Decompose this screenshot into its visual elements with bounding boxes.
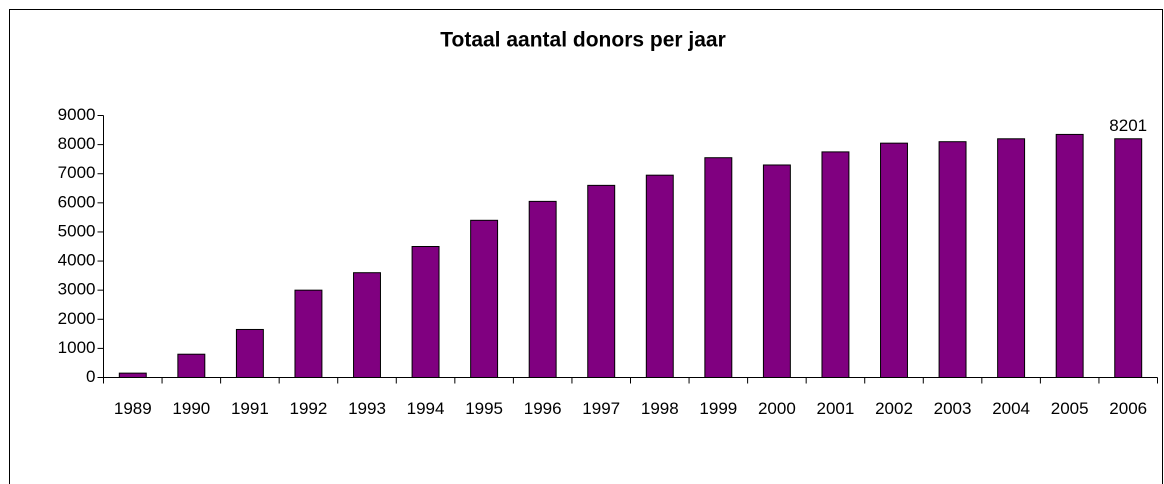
bar bbox=[997, 138, 1026, 378]
x-tick-label: 1999 bbox=[699, 399, 737, 418]
bar bbox=[235, 328, 264, 379]
y-tick-label: 5000 bbox=[58, 221, 96, 240]
x-tick-label: 2004 bbox=[992, 399, 1030, 418]
x-tick-label: 2001 bbox=[817, 399, 855, 418]
x-tick-label: 2002 bbox=[875, 399, 913, 418]
bar bbox=[704, 157, 733, 378]
chart-title: Totaal aantal donors per jaar bbox=[440, 29, 726, 52]
x-tick-label: 1997 bbox=[582, 399, 620, 418]
bar bbox=[821, 151, 850, 378]
bar bbox=[938, 141, 967, 378]
x-tick-label: 1989 bbox=[114, 399, 152, 418]
y-tick-label: 2000 bbox=[58, 309, 96, 328]
bar bbox=[587, 184, 616, 378]
bar bbox=[880, 142, 908, 378]
x-tick-label: 1992 bbox=[290, 399, 328, 418]
y-tick-label: 7000 bbox=[58, 163, 96, 182]
x-tick-label: 2006 bbox=[1109, 399, 1147, 418]
bar bbox=[118, 372, 147, 378]
chart-frame bbox=[9, 9, 1163, 484]
x-tick-label: 2003 bbox=[934, 399, 972, 418]
x-tick-label: 1993 bbox=[348, 399, 386, 418]
x-tick-label: 2000 bbox=[758, 399, 796, 418]
y-tick-label: 3000 bbox=[58, 280, 96, 299]
y-tick-label: 0 bbox=[86, 367, 95, 386]
bar bbox=[645, 174, 674, 378]
x-tick-label: 2005 bbox=[1051, 399, 1089, 418]
y-tick-label: 8000 bbox=[58, 134, 96, 153]
y-tick-label: 6000 bbox=[58, 192, 96, 211]
bar bbox=[762, 164, 791, 378]
x-tick-label: 1996 bbox=[524, 399, 562, 418]
bar bbox=[470, 219, 499, 378]
x-tick-label: 1990 bbox=[172, 399, 210, 418]
bar bbox=[411, 246, 440, 378]
y-tick-label: 9000 bbox=[58, 105, 96, 124]
y-tick-label: 1000 bbox=[58, 338, 96, 357]
x-tick-label: 1994 bbox=[407, 399, 445, 418]
bar bbox=[1114, 138, 1143, 378]
bar bbox=[177, 353, 206, 379]
data-label: 8201 bbox=[1109, 116, 1147, 135]
bar bbox=[294, 289, 323, 378]
bar bbox=[1055, 133, 1084, 378]
bar bbox=[528, 200, 557, 378]
y-tick-label: 4000 bbox=[58, 251, 96, 270]
x-tick-label: 1998 bbox=[641, 399, 679, 418]
x-tick-label: 1991 bbox=[231, 399, 269, 418]
bar bbox=[353, 272, 381, 379]
x-tick-label: 1995 bbox=[465, 399, 503, 418]
